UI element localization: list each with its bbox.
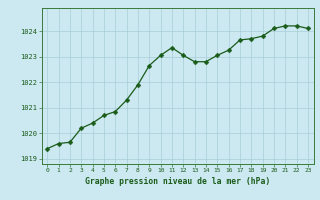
X-axis label: Graphe pression niveau de la mer (hPa): Graphe pression niveau de la mer (hPa) (85, 177, 270, 186)
